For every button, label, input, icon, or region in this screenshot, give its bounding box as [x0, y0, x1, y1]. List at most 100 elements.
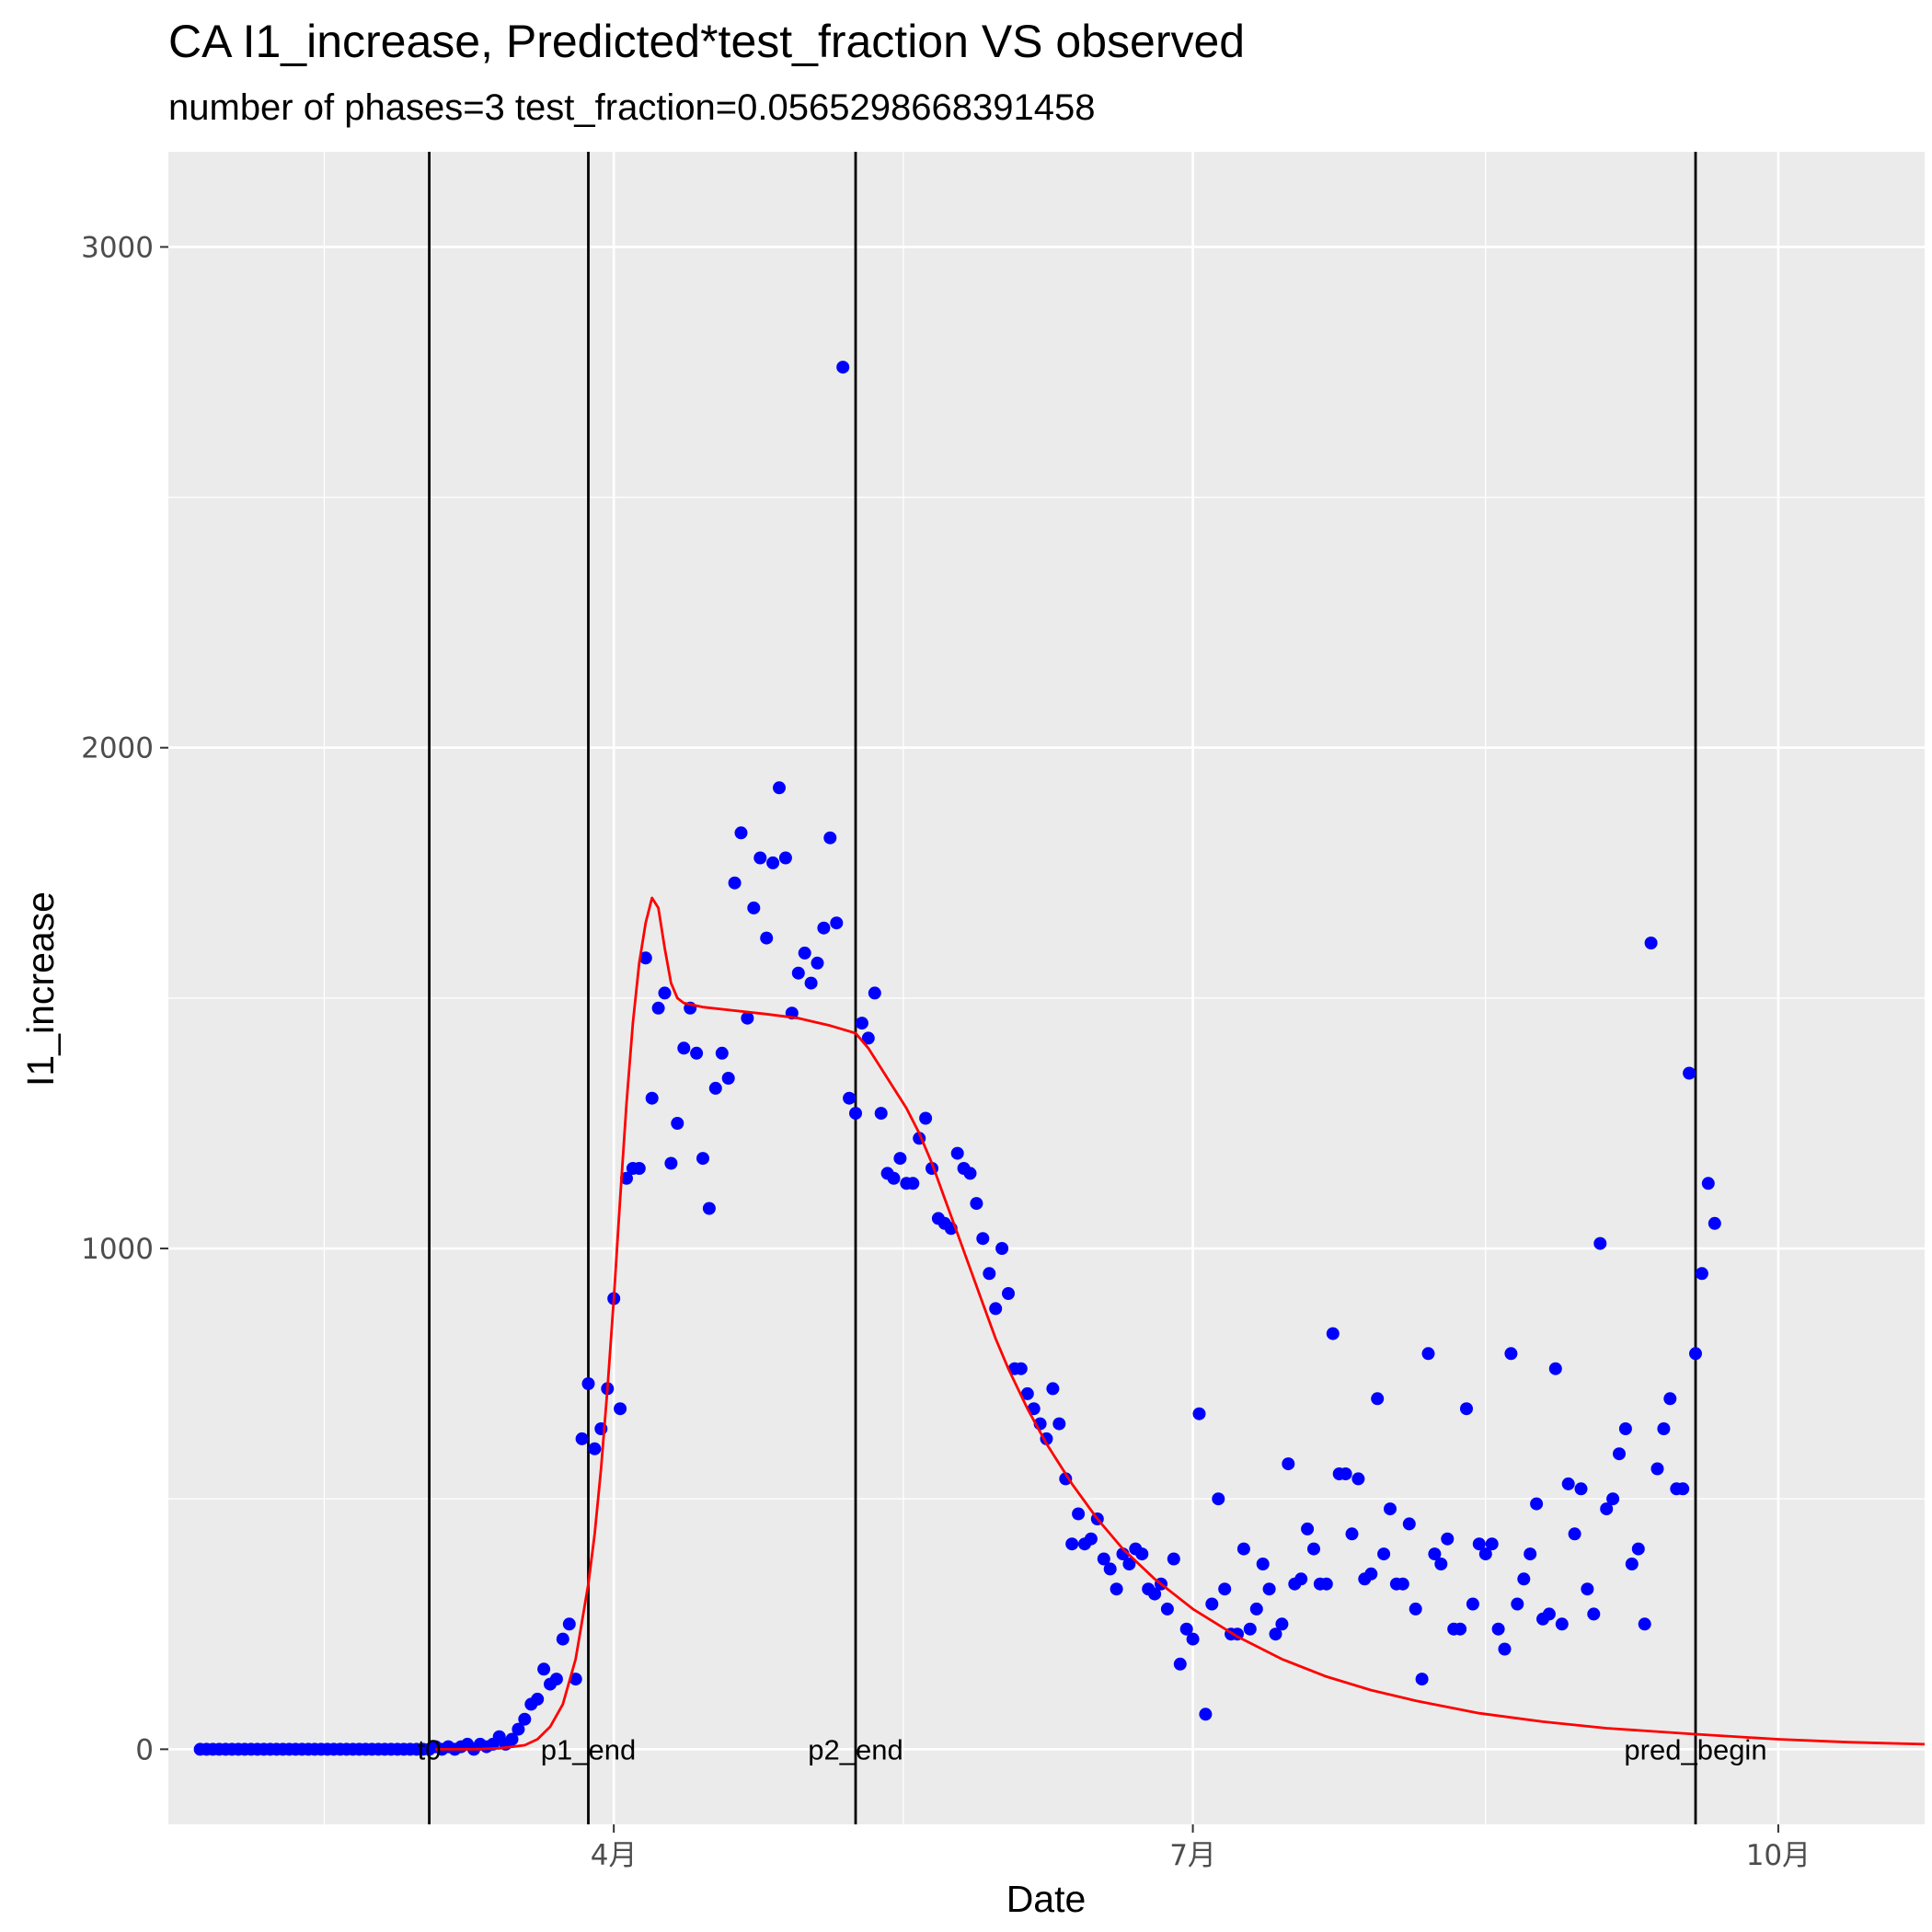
data-point: [1485, 1537, 1499, 1551]
data-point: [1548, 1362, 1562, 1375]
data-point: [1409, 1602, 1422, 1616]
y-tick-label: 0: [135, 1733, 154, 1766]
vline-label-p2_end: p2_end: [808, 1733, 903, 1765]
data-point: [1186, 1632, 1200, 1646]
data-point: [1530, 1497, 1544, 1511]
data-point: [537, 1662, 551, 1676]
data-point: [1384, 1502, 1397, 1516]
chart-title: CA I1_increase, Predicted*test_fraction …: [168, 16, 1245, 67]
data-point: [830, 916, 844, 930]
data-point: [995, 1242, 1009, 1255]
predicted-line: [435, 896, 1926, 1751]
data-point: [1708, 1216, 1721, 1230]
data-point: [1491, 1622, 1505, 1636]
data-point: [1301, 1522, 1315, 1535]
data-point: [836, 361, 850, 374]
y-tick-label: 1000: [81, 1233, 154, 1266]
data-point: [638, 951, 652, 965]
data-point: [843, 1091, 857, 1105]
data-point: [1613, 1447, 1626, 1461]
data-point: [747, 901, 761, 914]
data-point: [1460, 1402, 1473, 1416]
data-point: [562, 1617, 576, 1631]
data-point: [906, 1177, 920, 1190]
data-point: [1441, 1532, 1455, 1546]
data-point: [887, 1171, 901, 1185]
data-point: [1504, 1347, 1518, 1361]
data-point: [518, 1712, 532, 1726]
data-point: [1542, 1607, 1556, 1621]
data-point: [645, 1091, 659, 1105]
data-point: [766, 856, 780, 869]
data-point: [715, 1046, 729, 1060]
data-point: [1511, 1597, 1524, 1611]
data-point: [798, 946, 811, 960]
data-point: [1644, 937, 1658, 949]
x-axis: 4月 7月 10月: [591, 1824, 1811, 1872]
data-point: [1606, 1492, 1620, 1506]
y-tick-label: 3000: [81, 231, 154, 264]
x-tick-label: 4月: [591, 1839, 638, 1872]
data-point: [1351, 1472, 1365, 1486]
data-point: [734, 826, 748, 840]
data-point: [1262, 1582, 1276, 1596]
data-point: [1663, 1392, 1677, 1406]
data-point: [1249, 1602, 1263, 1616]
y-axis-title: I1_increase: [19, 891, 62, 1087]
data-point: [1002, 1287, 1015, 1300]
vline-label-pred_begin: pred_begin: [1624, 1733, 1766, 1765]
data-point: [1084, 1532, 1098, 1546]
data-point: [1173, 1657, 1187, 1671]
data-point: [919, 1111, 933, 1125]
data-point: [512, 1722, 525, 1736]
data-point: [1689, 1347, 1702, 1361]
data-point: [1371, 1392, 1385, 1406]
data-point: [1307, 1542, 1320, 1556]
data-point: [1402, 1517, 1416, 1531]
data-point: [1179, 1622, 1193, 1636]
data-point: [588, 1442, 602, 1455]
data-point: [708, 1081, 722, 1095]
data-point: [1243, 1622, 1257, 1636]
data-point: [1326, 1327, 1340, 1340]
data-point: [1199, 1708, 1213, 1721]
data-point: [963, 1167, 977, 1180]
data-point: [1587, 1607, 1601, 1621]
data-point: [556, 1632, 569, 1646]
data-point: [658, 986, 672, 1000]
data-point: [728, 876, 742, 890]
data-point: [1097, 1552, 1110, 1566]
data-point: [773, 781, 786, 795]
data-point: [531, 1692, 545, 1706]
data-point: [1683, 1066, 1696, 1080]
data-point: [1205, 1597, 1219, 1611]
data-point: [1618, 1422, 1632, 1435]
data-point: [1103, 1562, 1117, 1576]
data-point: [1466, 1597, 1479, 1611]
y-axis: 0 1000 2000 3000: [81, 231, 168, 1766]
data-point: [1561, 1477, 1575, 1490]
data-point: [632, 1162, 646, 1175]
data-point: [1574, 1482, 1588, 1496]
data-point: [1148, 1587, 1162, 1601]
data-point: [677, 1041, 691, 1055]
data-point: [855, 1017, 868, 1030]
data-point: [651, 1001, 665, 1015]
data-point: [741, 1011, 754, 1025]
data-point: [868, 986, 881, 1000]
data-point: [753, 851, 767, 865]
vertical-markers: [428, 152, 1697, 1824]
vline-label-p1_end: p1_end: [541, 1733, 636, 1765]
data-point: [983, 1267, 996, 1281]
data-point: [1052, 1417, 1066, 1431]
data-point: [1212, 1492, 1225, 1506]
data-point: [804, 976, 818, 990]
x-axis-title: Date: [1006, 1878, 1087, 1920]
data-point: [1695, 1267, 1708, 1281]
data-point: [1218, 1582, 1232, 1596]
data-point: [1192, 1407, 1206, 1420]
data-point: [1638, 1617, 1651, 1631]
data-point: [1072, 1507, 1086, 1521]
data-point: [1014, 1362, 1028, 1375]
